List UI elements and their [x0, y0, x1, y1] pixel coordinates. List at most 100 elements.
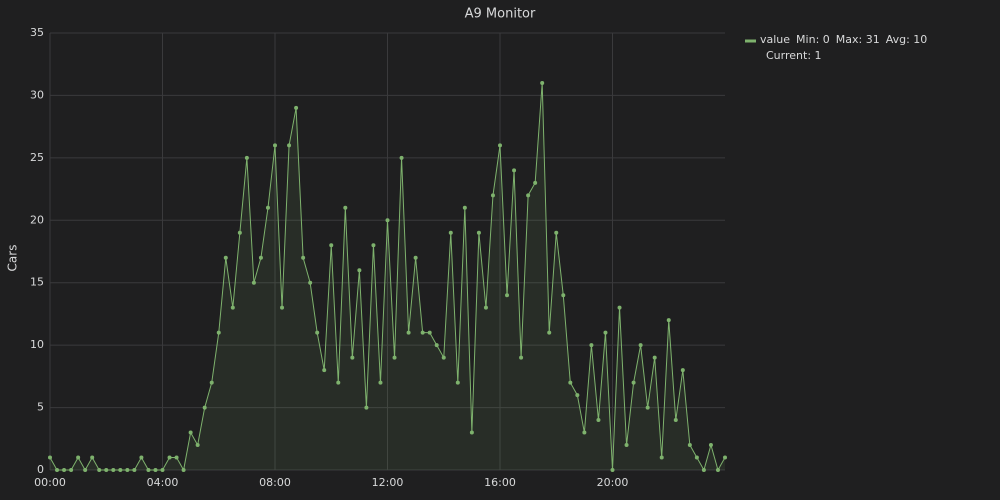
- data-point: [223, 255, 228, 260]
- data-point: [343, 205, 348, 210]
- data-point: [512, 168, 517, 173]
- data-point: [385, 218, 390, 223]
- data-point: [139, 455, 144, 460]
- data-point: [195, 443, 200, 448]
- data-point: [315, 330, 320, 335]
- y-tick-label: 30: [30, 88, 44, 101]
- y-tick-label: 10: [30, 338, 44, 351]
- data-point: [533, 180, 538, 185]
- data-point: [97, 468, 102, 472]
- data-point: [561, 293, 566, 298]
- data-point: [258, 255, 263, 260]
- data-point: [273, 143, 277, 148]
- data-point: [90, 455, 95, 460]
- x-tick-label: 20:00: [597, 476, 629, 489]
- data-point: [364, 405, 369, 410]
- data-point: [455, 380, 460, 385]
- data-point: [519, 355, 524, 360]
- data-point: [715, 468, 720, 472]
- data-point: [540, 80, 545, 85]
- data-point: [638, 343, 643, 348]
- data-point: [301, 255, 306, 260]
- data-point: [265, 205, 270, 210]
- data-point: [708, 443, 713, 448]
- data-point: [160, 468, 165, 472]
- data-point: [392, 355, 397, 360]
- x-tick-label: 12:00: [372, 476, 404, 489]
- data-point: [666, 318, 671, 323]
- data-point: [427, 330, 432, 335]
- y-tick-label: 5: [37, 401, 44, 414]
- y-tick-label: 20: [30, 213, 44, 226]
- data-point: [125, 468, 130, 472]
- x-tick-label: 16:00: [484, 476, 516, 489]
- data-point: [680, 368, 685, 373]
- data-point: [610, 468, 615, 472]
- data-point: [673, 418, 678, 423]
- data-point: [448, 230, 453, 235]
- y-tick-label: 35: [30, 26, 44, 39]
- data-point: [280, 305, 285, 310]
- data-point: [624, 443, 629, 448]
- data-point: [294, 105, 299, 110]
- data-point: [308, 280, 313, 285]
- data-point: [251, 280, 256, 285]
- data-point: [118, 468, 123, 472]
- data-point: [701, 468, 706, 472]
- data-point: [526, 193, 531, 198]
- data-point: [462, 205, 467, 210]
- data-point: [174, 455, 179, 460]
- data-point: [476, 230, 481, 235]
- data-point: [547, 330, 552, 335]
- legend-stat: Avg: 10: [886, 33, 928, 46]
- data-point: [582, 430, 587, 435]
- data-point: [153, 468, 158, 472]
- data-point: [568, 380, 573, 385]
- data-point: [371, 243, 376, 248]
- data-point: [237, 230, 242, 235]
- data-point: [329, 243, 334, 248]
- data-point: [420, 330, 425, 335]
- x-tick-label: 00:00: [34, 476, 66, 489]
- data-point: [146, 468, 151, 472]
- data-point: [596, 418, 601, 423]
- data-point: [631, 380, 636, 385]
- data-point: [55, 468, 60, 472]
- data-point: [652, 355, 657, 360]
- data-point: [406, 330, 411, 335]
- y-tick-label: 15: [30, 276, 44, 289]
- data-point: [83, 468, 88, 472]
- data-point: [357, 268, 362, 273]
- data-point: [350, 355, 355, 360]
- data-point: [399, 155, 404, 160]
- data-point: [490, 193, 495, 198]
- chart-title: A9 Monitor: [465, 7, 536, 22]
- data-point: [322, 368, 327, 373]
- data-point: [167, 455, 172, 460]
- legend-stat: Current: 1: [766, 49, 822, 62]
- data-point: [209, 380, 214, 385]
- data-point: [723, 455, 727, 460]
- data-point: [48, 455, 52, 460]
- data-point: [645, 405, 650, 410]
- y-axis-label: Cars: [6, 245, 20, 272]
- y-tick-label: 25: [30, 151, 44, 164]
- data-point: [505, 293, 510, 298]
- data-point: [589, 343, 594, 348]
- data-point: [62, 468, 67, 472]
- data-point: [413, 255, 418, 260]
- data-point: [287, 143, 292, 148]
- data-point: [378, 380, 383, 385]
- series-area: [50, 82, 725, 470]
- data-point: [111, 468, 116, 472]
- data-point: [132, 468, 137, 472]
- data-point: [104, 468, 109, 472]
- data-point: [202, 405, 207, 410]
- x-tick-label: 08:00: [259, 476, 291, 489]
- data-point: [694, 455, 699, 460]
- legend-stat: Max: 31: [836, 33, 880, 46]
- data-point: [469, 430, 474, 435]
- x-tick-label: 04:00: [147, 476, 179, 489]
- data-point: [181, 468, 186, 472]
